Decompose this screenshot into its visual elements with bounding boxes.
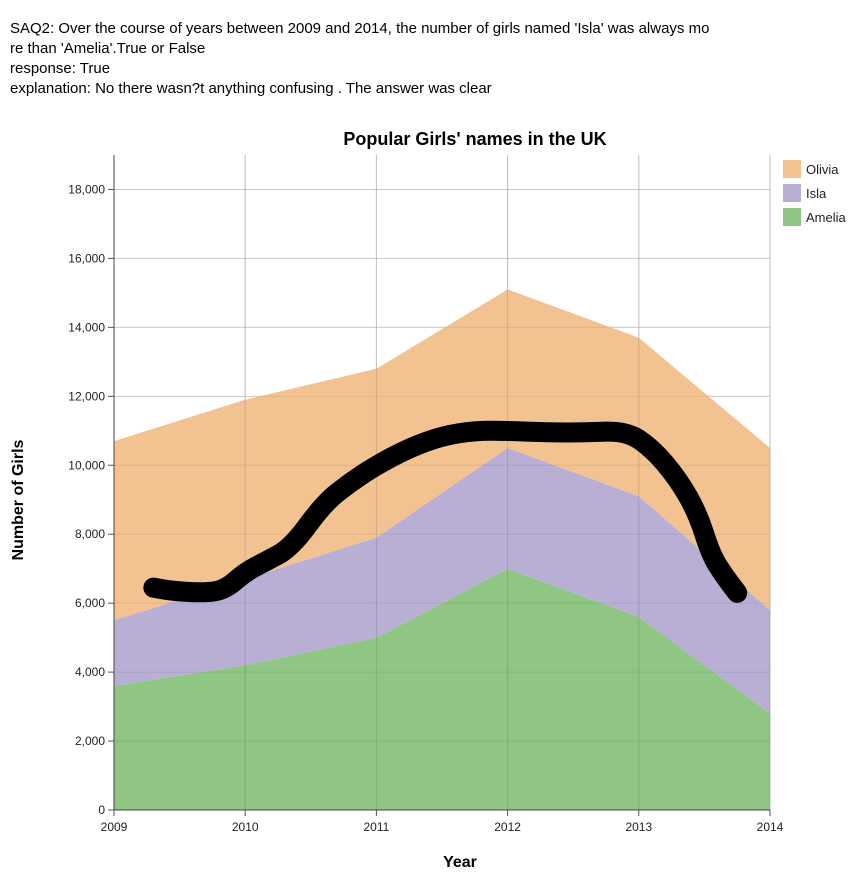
legend-label-isla: Isla xyxy=(806,186,827,201)
question-line-1: SAQ2: Over the course of years between 2… xyxy=(10,20,710,37)
legend-swatch-olivia xyxy=(783,160,801,178)
x-tick-label: 2009 xyxy=(101,820,128,834)
legend-swatch-amelia xyxy=(783,208,801,226)
y-tick-label: 12,000 xyxy=(68,389,105,403)
question-line-2: re than 'Amelia'.True or False xyxy=(10,40,206,57)
y-tick-label: 2,000 xyxy=(75,734,105,748)
y-tick-label: 0 xyxy=(98,803,105,817)
x-tick-label: 2014 xyxy=(757,820,784,834)
area-amelia xyxy=(114,568,770,810)
x-tick-label: 2012 xyxy=(494,820,521,834)
legend-label-amelia: Amelia xyxy=(806,210,847,225)
area-series xyxy=(113,155,771,810)
axes: 0 2,000 4,000 6,000 8,000 10,000 12,000 14,000 1… xyxy=(68,155,784,834)
y-tick-label: 10,000 xyxy=(68,458,105,472)
legend: Olivia Isla Amelia xyxy=(783,160,847,226)
y-tick-label: 14,000 xyxy=(68,320,105,334)
x-tick-label: 2010 xyxy=(232,820,259,834)
x-tick-label: 2011 xyxy=(363,820,389,834)
scribble-stroke xyxy=(143,420,748,603)
area-isla xyxy=(114,448,770,714)
chart-title: Popular Girls' names in the UK xyxy=(343,129,606,149)
legend-label-olivia: Olivia xyxy=(806,162,839,177)
y-tick-label: 16,000 xyxy=(68,251,105,265)
x-axis-title: Year xyxy=(443,854,477,871)
y-tick-label: 6,000 xyxy=(75,596,105,610)
y-tick-label: 18,000 xyxy=(68,182,105,196)
response-text: response: True xyxy=(10,60,111,77)
y-axis-title: Number of Girls xyxy=(10,439,27,560)
y-tick-label: 4,000 xyxy=(75,665,105,679)
x-tick-label: 2013 xyxy=(625,820,652,834)
legend-swatch-isla xyxy=(783,184,801,202)
survey-text: SAQ2: Over the course of years between 2… xyxy=(10,19,770,99)
area-olivia xyxy=(114,289,770,621)
scribble-annotation xyxy=(143,420,748,603)
explanation-text: explanation: No there wasn?t anything co… xyxy=(10,80,492,97)
y-tick-label: 8,000 xyxy=(75,527,105,541)
